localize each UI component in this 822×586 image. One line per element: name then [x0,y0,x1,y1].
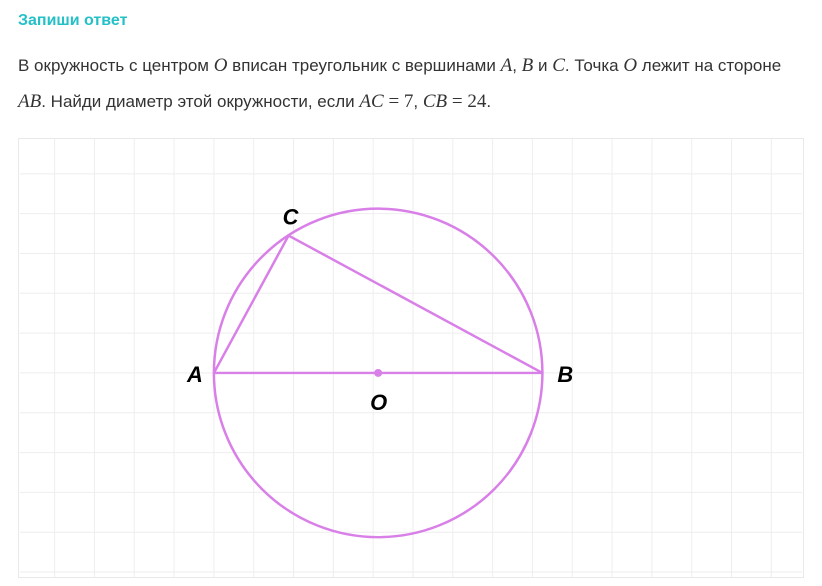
variable-o: O [623,55,637,76]
variable-ab: AB [18,91,41,112]
equation-ac: AC = 7 [359,91,413,112]
variable-a: A [501,55,513,76]
text-part: , [413,92,422,111]
text-part: и [533,56,552,75]
text-part: , [512,56,521,75]
label-c: C [283,205,300,230]
text-part: В окружность с центром [18,56,214,75]
problem-statement: В окружность с центром O вписан треуголь… [18,48,804,120]
grid-group [19,139,802,577]
text-part: . [486,92,491,111]
label-b: B [557,362,573,387]
geometry-diagram: A B C O [19,139,803,577]
equation-cb: CB = 24 [423,91,487,112]
variable-o: O [214,55,228,76]
variable-b: B [522,55,534,76]
variable-c: C [552,55,565,76]
heading: Запиши ответ [18,12,804,30]
text-part: вписан треугольник с вершинами [227,56,500,75]
text-part: . Найди диаметр этой окружности, если [41,92,359,111]
label-a: A [186,362,203,387]
text-part: . Точка [565,56,623,75]
diagram-container: A B C O [18,138,804,578]
label-o: O [370,390,387,415]
center-point [374,369,382,377]
text-part: лежит на стороне [637,56,781,75]
